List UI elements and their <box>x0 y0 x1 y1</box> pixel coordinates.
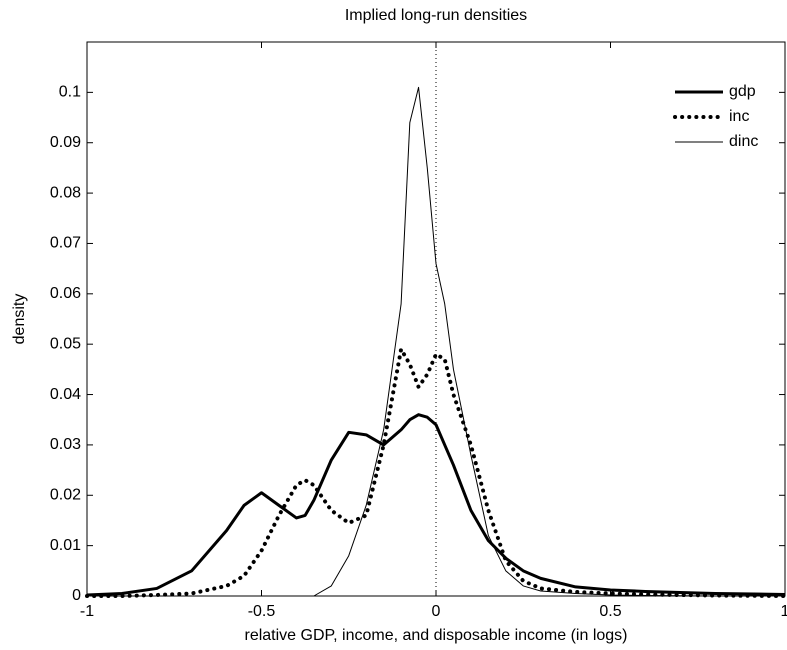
y-tick-label: 0.01 <box>50 537 81 554</box>
line-series <box>87 86 785 597</box>
legend-label: dinc <box>729 133 758 150</box>
y-tick-label: 0.09 <box>50 134 81 151</box>
chart-title: Implied long-run densities <box>345 7 527 24</box>
x-axis-label: relative GDP, income, and disposable inc… <box>244 627 627 644</box>
line-series <box>86 413 786 597</box>
x-tick-label: -1 <box>80 603 94 620</box>
y-tick-label: 0.08 <box>50 184 81 201</box>
y-tick-label: 0.04 <box>50 386 81 403</box>
y-tick-label: 0.05 <box>50 335 81 352</box>
y-tick-label: 0 <box>72 587 81 604</box>
legend-label: gdp <box>729 83 756 100</box>
y-tick-label: 0.02 <box>50 486 81 503</box>
x-tick-label: 0.5 <box>599 603 621 620</box>
legend-label: inc <box>729 108 749 125</box>
x-tick-label: 1 <box>781 603 787 620</box>
plot-frame <box>86 41 786 597</box>
x-tick-label: 0 <box>432 603 441 620</box>
x-tick-label: -0.5 <box>248 603 276 620</box>
y-tick-label: 0.06 <box>50 285 81 302</box>
y-axis-label: density <box>11 294 28 345</box>
y-tick-label: 0.07 <box>50 235 81 252</box>
y-tick-label: 0.1 <box>59 84 81 101</box>
y-tick-label: 0.03 <box>50 436 81 453</box>
